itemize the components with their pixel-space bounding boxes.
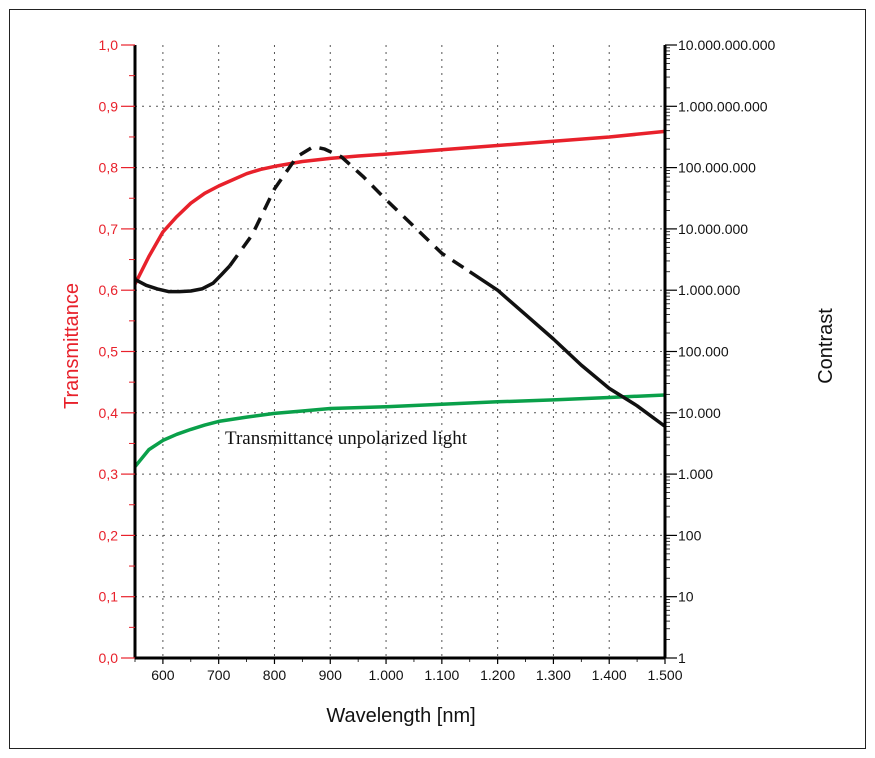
y-right-tick-label: 1 [678,650,686,666]
y-right-tick-label: 1.000 [678,466,713,482]
x-tick-label: 900 [319,667,343,683]
y-left-tick-label: 0,6 [99,282,119,298]
y-left-tick-label: 0,9 [99,98,119,114]
y-left-tick-label: 0,7 [99,221,119,237]
x-tick-label: 700 [207,667,231,683]
x-axis-title: Wavelength [nm] [326,705,475,727]
y-left-tick-label: 0,2 [99,527,119,543]
y-left-tick-label: 0,1 [99,589,119,605]
y-right-tick-label: 10.000.000 [678,221,748,237]
x-tick-label: 800 [263,667,287,683]
y-left-tick-label: 0,5 [99,344,119,360]
y-left-tick-label: 0,0 [99,650,119,666]
grid [135,45,665,658]
axes [121,44,677,664]
y-right-tick-label: 10 [678,589,694,605]
series-group [133,129,667,468]
x-tick-label: 1.300 [536,667,571,683]
x-tick-label: 1.500 [647,667,682,683]
x-tick-label: 1.000 [369,667,404,683]
figure-frame [9,9,866,749]
series-line-4 [468,270,667,428]
series-line-0 [133,129,666,285]
x-tick-label: 1.100 [424,667,459,683]
x-tick-label: 600 [151,667,175,683]
y-right-tick-label: 1.000.000.000 [678,98,768,114]
annotation-unpolarized: Transmittance unpolarized light [225,428,468,449]
y-left-tick-label: 0,3 [99,466,119,482]
y-right-tick-label: 100.000 [678,344,729,360]
y-left-tick-label: 0,4 [99,405,119,421]
y-left-tick-label: 1,0 [99,37,119,53]
y-axis-left-title: Transmittance [61,283,83,409]
series-line-2 [134,264,232,294]
series-line-3 [228,144,471,274]
series-line-1 [133,393,666,468]
x-tick-label: 1.200 [480,667,515,683]
y-axis-right-title: Contrast [815,308,837,384]
y-left-tick-label: 0,8 [99,160,119,176]
y-right-tick-label: 10.000 [678,405,721,421]
y-right-tick-label: 10.000.000.000 [678,37,776,53]
x-tick-label: 1.400 [592,667,627,683]
y-right-tick-label: 100 [678,527,702,543]
tick-labels: 0,0 0,1 0,2 0,3 0,4 0,5 0,6 0,7 0,8 0,9 1,0 1 10 100 1… [99,37,776,683]
y-right-tick-label: 1.000.000 [678,282,740,298]
y-right-tick-label: 100.000.000 [678,160,756,176]
